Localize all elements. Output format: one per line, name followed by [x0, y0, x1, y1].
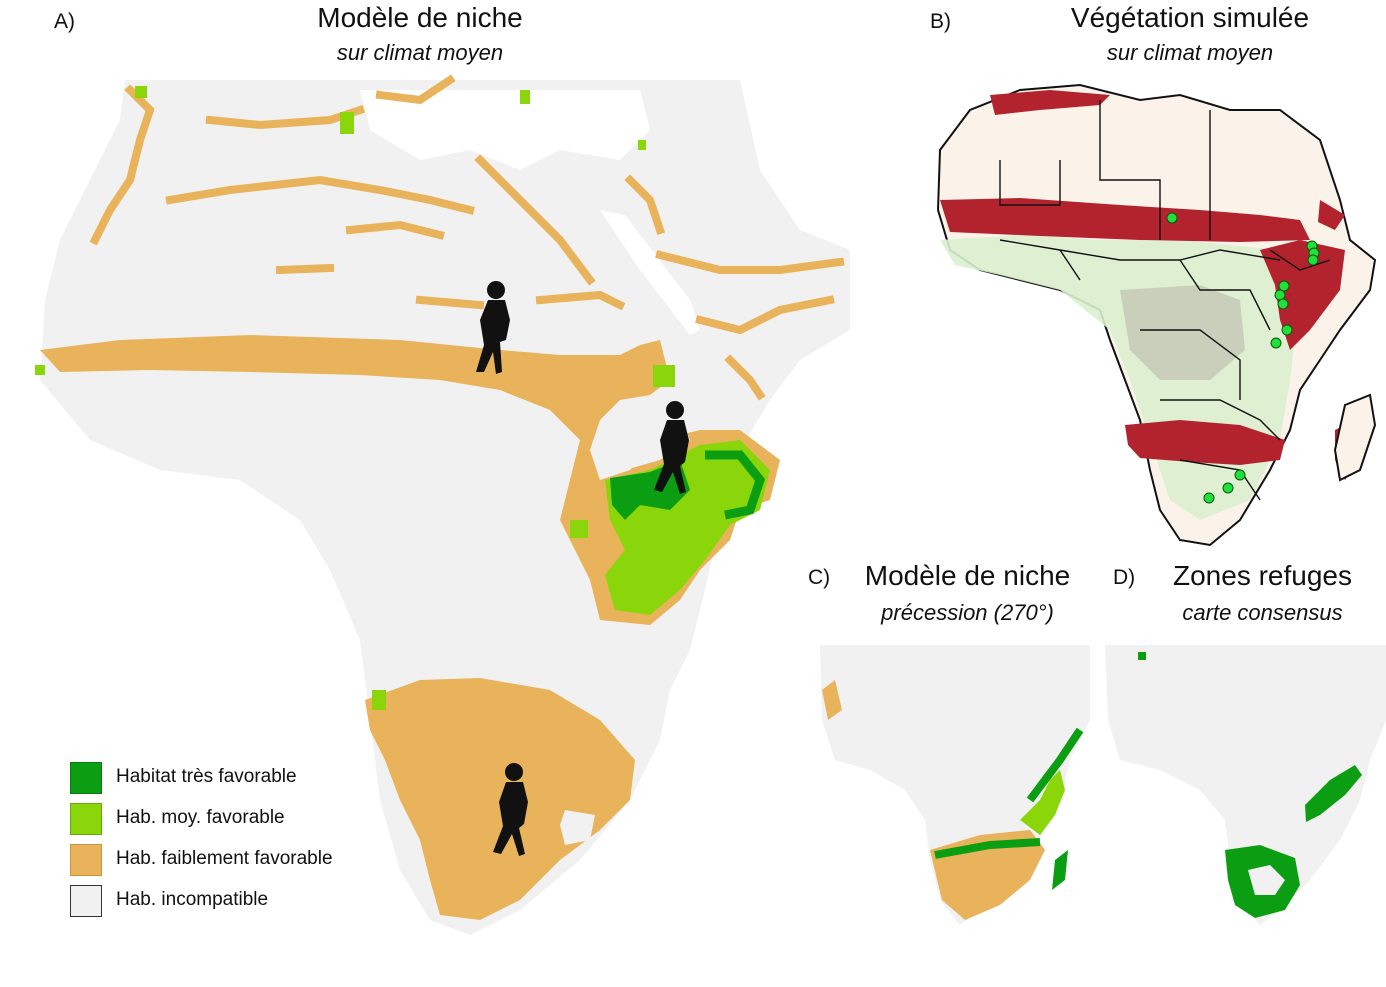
- panel-c-label: C): [808, 566, 831, 589]
- legend-label: Habitat très favorable: [116, 766, 297, 787]
- panel-b-fossil-sites: [1166, 212, 1320, 504]
- panel-a-southern-weak-habitat: [365, 678, 635, 920]
- legend-swatch-weakly-favorable: [70, 844, 102, 876]
- panel-a-southern-gap: [560, 810, 595, 845]
- legend-label: Hab. moy. favorable: [116, 807, 285, 828]
- legend-label: Hab. faiblement favorable: [116, 848, 333, 869]
- panel-d-label: D): [1113, 566, 1136, 589]
- panel-c-very-favorable-band: [934, 727, 1084, 859]
- panel-a-hominin-silhouette-south: [493, 763, 528, 856]
- panel-a-title: Modèle de niche: [317, 2, 523, 33]
- panel-b-label: B): [930, 10, 951, 33]
- panel-d-subtitle: carte consensus: [1182, 600, 1343, 625]
- legend-swatch-moderately-favorable: [70, 803, 102, 835]
- panel-c-west-coast-patch: [822, 680, 842, 720]
- panel-b-map: [936, 83, 1377, 547]
- panel-a-hominin-silhouette-east: [654, 401, 689, 494]
- panel-b-title: Végétation simulée: [1070, 2, 1310, 33]
- panel-a-label: A): [54, 10, 75, 33]
- panel-a-subtitle: sur climat moyen: [336, 40, 504, 65]
- panel-b-subtitle: sur climat moyen: [1106, 40, 1274, 65]
- legend-label: Hab. incompatible: [116, 889, 269, 910]
- panel-a-mediterranean-sea: [360, 90, 650, 170]
- panel-d-title: Zones refuges: [1173, 560, 1352, 591]
- panel-d-africa-land: [1105, 645, 1386, 925]
- panel-a-arabia-cut: [740, 80, 850, 250]
- panel-a-africa-land: [40, 80, 850, 935]
- panel-a-north-moderate-patches: [35, 86, 675, 710]
- panel-a-red-sea: [600, 210, 700, 335]
- panel-c-east-coast-habitat: [1020, 770, 1065, 835]
- panel-b-madagascar: [1333, 393, 1377, 482]
- panel-c-madagascar: [1052, 850, 1068, 890]
- panel-a-map: [35, 74, 850, 935]
- legend-swatch-incompatible: [70, 885, 102, 917]
- panel-d-refuge-inner-gap: [1248, 865, 1285, 895]
- legend-swatch-very-favorable: [70, 762, 102, 794]
- panel-b-red-vegetation-belts: [940, 90, 1360, 480]
- panel-a-hominin-silhouette-sahel: [476, 281, 510, 374]
- panel-b-congo-forest: [1120, 285, 1245, 380]
- panel-d-map: [1105, 645, 1386, 925]
- panel-c-title: Modèle de niche: [864, 560, 1071, 591]
- panel-b-country-borders: [999, 100, 1331, 501]
- panel-b-green-savanna: [940, 235, 1300, 520]
- panel-a-east-africa-ring: [705, 450, 766, 520]
- panel-c-map: [820, 645, 1090, 925]
- panel-a-sahel-weak-habitat: [40, 335, 780, 625]
- panel-c-subtitle: précession (270°): [881, 600, 1054, 625]
